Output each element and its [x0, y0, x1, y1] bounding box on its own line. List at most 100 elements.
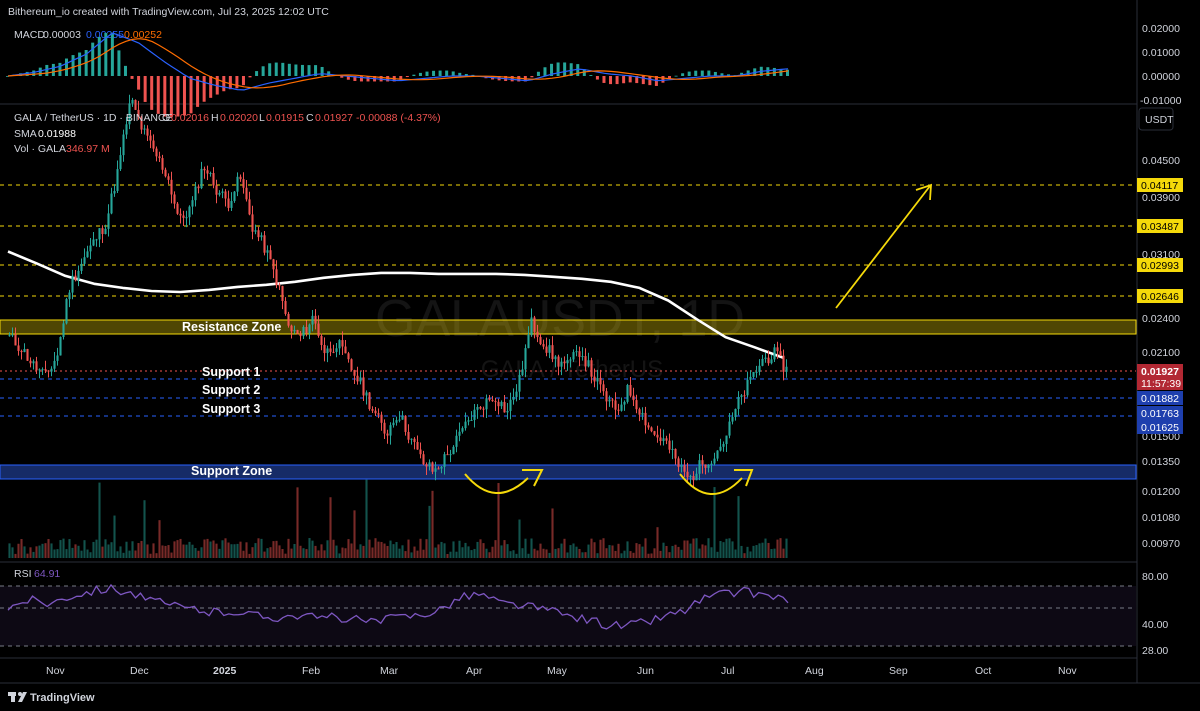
support-zone[interactable] [0, 464, 1137, 480]
candle-body [128, 103, 131, 125]
volume-bar [374, 538, 377, 558]
volume-bar [677, 546, 680, 558]
candle-body [626, 384, 629, 402]
footer[interactable]: TradingView [8, 692, 95, 704]
volume-bar [521, 548, 524, 558]
candle-body [359, 377, 362, 382]
rsi-value: 64.91 [34, 568, 60, 580]
candle-body [332, 351, 335, 353]
candle-body [521, 369, 524, 375]
candle-body [581, 356, 584, 358]
volume-bar [14, 553, 17, 558]
volume-bar [773, 548, 776, 558]
candle-body [416, 442, 419, 450]
time-axis[interactable]: Nov Dec 2025 Feb Mar Apr May Jun Jul Aug… [46, 665, 1077, 677]
currency-button[interactable] [1138, 107, 1174, 131]
volume-bar [35, 546, 38, 558]
candle-body [344, 346, 347, 354]
candle-body [704, 464, 707, 468]
volume-bar [263, 551, 266, 558]
volume-bar [128, 550, 131, 558]
candle-body [293, 329, 296, 332]
candle-body [374, 410, 377, 414]
volume-bar [584, 552, 587, 558]
candle-body [539, 337, 542, 345]
candle-body [458, 431, 461, 436]
volume-bar [116, 551, 119, 558]
candle-body [755, 371, 758, 373]
target-arrow[interactable] [835, 185, 931, 309]
volume-bar [281, 549, 284, 558]
candle-body [101, 228, 104, 235]
volume-bar [287, 538, 290, 558]
volume-bar [599, 539, 602, 558]
volume-bar [20, 539, 23, 558]
candle-body [722, 444, 725, 447]
candle-body [431, 462, 434, 472]
candle-body [773, 347, 776, 360]
macd-histogram-bar [176, 76, 180, 117]
candle-body [500, 401, 503, 407]
volume-bar [446, 553, 449, 558]
macd-legend[interactable]: MACD 0.00003 0.00255 0.00252 [14, 29, 162, 41]
target-arrow-head [915, 183, 932, 201]
candle-body [347, 353, 350, 360]
volume-bar [617, 543, 620, 558]
rsi-line [7, 583, 789, 630]
sma-line [7, 250, 784, 359]
macd-histogram [6, 32, 789, 117]
volume-bar [296, 487, 299, 558]
candle-body [50, 368, 53, 372]
volume-bar [455, 551, 458, 558]
volume-bar [239, 541, 242, 558]
price-axis-tick: 0.00970 [1142, 538, 1180, 550]
macd-histogram-bar [235, 76, 239, 89]
current-price-value: 0.01927 [1141, 366, 1179, 378]
candle-body [674, 448, 677, 459]
volume-bar [767, 542, 770, 558]
candle-body [527, 335, 530, 349]
resistance-tag-value-1: 0.03487 [1141, 221, 1179, 233]
candle-body [782, 355, 785, 372]
macd-histogram-bar [635, 76, 639, 84]
volume-bar [776, 539, 779, 558]
candle-body [71, 275, 74, 293]
price-axis[interactable]: USDT 0.04500 0.03900 0.03100 0.02400 0.0… [1137, 107, 1183, 550]
macd-histogram-bar [681, 73, 685, 76]
macd-histogram-bar [110, 32, 114, 76]
volume-bar [497, 483, 500, 558]
volume-bar [233, 544, 236, 558]
price-axis-tick: 0.03900 [1142, 192, 1180, 204]
volume-bar [674, 544, 677, 558]
price-legend[interactable]: GALA / TetherUS · 1D · BINANCE O 0.02016… [14, 112, 441, 155]
volume-bar [725, 538, 728, 558]
volume-bar [62, 538, 65, 558]
volume-bar [47, 539, 50, 558]
candle-body [461, 428, 464, 432]
volume-bar [77, 545, 80, 558]
volume-bar [581, 552, 584, 558]
macd-histogram-bar [668, 76, 672, 79]
macd-histogram-bar [713, 71, 717, 76]
candle-body [659, 437, 662, 442]
volume-bar [485, 548, 488, 558]
rsi-legend[interactable]: RSI 64.91 [14, 568, 60, 580]
macd-histogram-bar [661, 76, 665, 83]
volume-bar [518, 519, 521, 558]
macd-histogram-bar [536, 71, 540, 76]
rsi-axis-tick: 28.00 [1142, 645, 1168, 657]
volume-bar [698, 548, 701, 558]
candle-body [395, 420, 398, 423]
volume-bar [467, 546, 470, 558]
candle-body [68, 292, 71, 300]
candle-body [695, 473, 698, 481]
candle-body [422, 454, 425, 465]
candle-body [371, 409, 374, 411]
candle-body [518, 374, 521, 392]
watermark-symbol: GALAUSDT, 1D [375, 290, 745, 348]
resistance-zone[interactable] [0, 319, 1137, 335]
volume-bar [671, 545, 674, 558]
candle-body [287, 313, 290, 326]
support-tag-value-1: 0.01882 [1141, 393, 1179, 405]
